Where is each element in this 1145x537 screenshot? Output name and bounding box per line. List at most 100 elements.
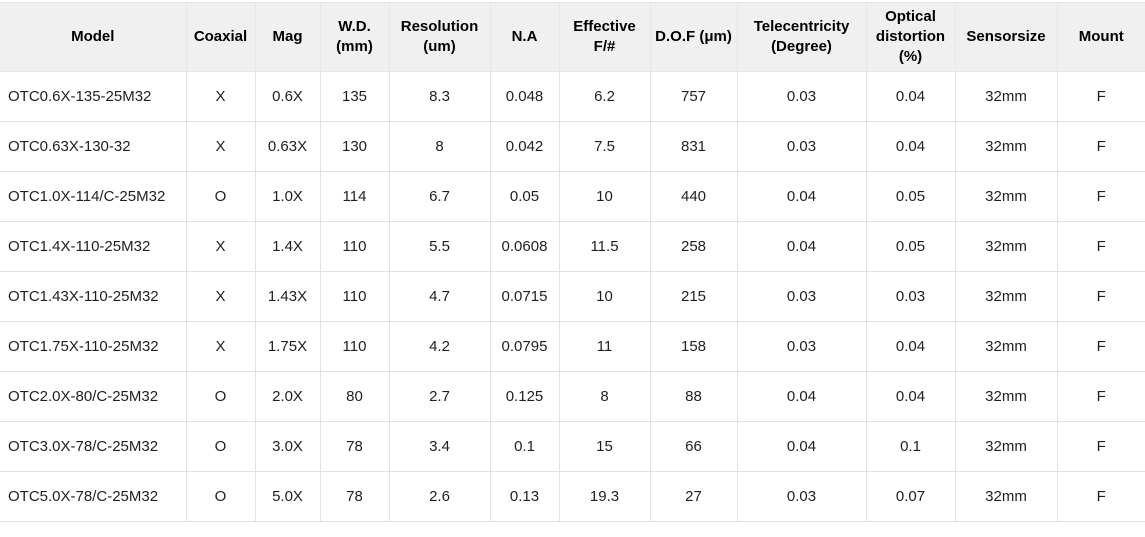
cell-wd: 80 bbox=[319, 371, 390, 422]
cell-effective-f: 11.5 bbox=[558, 221, 651, 272]
cell-optical-distortion: 0.03 bbox=[865, 271, 956, 322]
table-row: OTC0.6X-135-25M32 X 0.6X 135 8.3 0.048 6.2 757 0… bbox=[0, 71, 1145, 122]
cell-optical-distortion: 0.05 bbox=[865, 171, 956, 222]
cell-wd: 130 bbox=[319, 121, 390, 172]
cell-coaxial: O bbox=[185, 421, 256, 472]
cell-mount: F bbox=[1056, 271, 1145, 322]
cell-optical-distortion: 0.07 bbox=[865, 471, 956, 522]
cell-model: OTC1.4X-110-25M32 bbox=[0, 221, 187, 272]
cell-mag: 1.75X bbox=[254, 321, 321, 372]
table-row: OTC1.4X-110-25M32 X 1.4X 110 5.5 0.0608 11.5 25… bbox=[0, 221, 1145, 272]
cell-mag: 1.4X bbox=[254, 221, 321, 272]
cell-mag: 0.63X bbox=[254, 121, 321, 172]
table-row: OTC0.63X-130-32 X 0.63X 130 8 0.042 7.5 831 0.03… bbox=[0, 121, 1145, 172]
cell-mount: F bbox=[1056, 121, 1145, 172]
column-header-mount: Mount bbox=[1056, 2, 1145, 72]
table-header: Model Coaxial Mag W.D. (mm) Resolution (um) N… bbox=[0, 2, 1145, 72]
cell-sensorsize: 32mm bbox=[954, 371, 1058, 422]
cell-dof: 258 bbox=[649, 221, 738, 272]
cell-effective-f: 11 bbox=[558, 321, 651, 372]
cell-telecentricity: 0.04 bbox=[736, 171, 867, 222]
cell-coaxial: O bbox=[185, 371, 256, 422]
cell-sensorsize: 32mm bbox=[954, 71, 1058, 122]
cell-dof: 158 bbox=[649, 321, 738, 372]
table-row: OTC2.0X-80/C-25M32 O 2.0X 80 2.7 0.125 8 88 0.04… bbox=[0, 371, 1145, 422]
cell-resolution: 8 bbox=[388, 121, 491, 172]
cell-dof: 215 bbox=[649, 271, 738, 322]
cell-model: OTC2.0X-80/C-25M32 bbox=[0, 371, 187, 422]
cell-wd: 135 bbox=[319, 71, 390, 122]
cell-resolution: 3.4 bbox=[388, 421, 491, 472]
column-header-dof: D.O.F (μm) bbox=[649, 2, 738, 72]
cell-resolution: 2.7 bbox=[388, 371, 491, 422]
cell-na: 0.1 bbox=[489, 421, 560, 472]
cell-mount: F bbox=[1056, 421, 1145, 472]
cell-telecentricity: 0.04 bbox=[736, 421, 867, 472]
table-row: OTC1.0X-114/C-25M32 O 1.0X 114 6.7 0.05 10 440 0… bbox=[0, 171, 1145, 222]
cell-model: OTC1.43X-110-25M32 bbox=[0, 271, 187, 322]
cell-sensorsize: 32mm bbox=[954, 421, 1058, 472]
cell-mag: 1.0X bbox=[254, 171, 321, 222]
cell-optical-distortion: 0.04 bbox=[865, 121, 956, 172]
cell-resolution: 2.6 bbox=[388, 471, 491, 522]
table-row: OTC5.0X-78/C-25M32 O 5.0X 78 2.6 0.13 19.3 27 0.… bbox=[0, 471, 1145, 522]
cell-dof: 66 bbox=[649, 421, 738, 472]
cell-coaxial: O bbox=[185, 471, 256, 522]
cell-model: OTC1.75X-110-25M32 bbox=[0, 321, 187, 372]
cell-sensorsize: 32mm bbox=[954, 271, 1058, 322]
cell-na: 0.0715 bbox=[489, 271, 560, 322]
cell-wd: 110 bbox=[319, 321, 390, 372]
cell-resolution: 8.3 bbox=[388, 71, 491, 122]
cell-na: 0.0795 bbox=[489, 321, 560, 372]
cell-effective-f: 8 bbox=[558, 371, 651, 422]
cell-dof: 27 bbox=[649, 471, 738, 522]
cell-na: 0.0608 bbox=[489, 221, 560, 272]
cell-mag: 0.6X bbox=[254, 71, 321, 122]
cell-model: OTC0.63X-130-32 bbox=[0, 121, 187, 172]
cell-mount: F bbox=[1056, 321, 1145, 372]
spec-table-container: Model Coaxial Mag W.D. (mm) Resolution (um) N… bbox=[0, 2, 1145, 522]
cell-telecentricity: 0.04 bbox=[736, 371, 867, 422]
column-header-sensorsize: Sensorsize bbox=[954, 2, 1058, 72]
cell-coaxial: X bbox=[185, 71, 256, 122]
cell-na: 0.125 bbox=[489, 371, 560, 422]
cell-telecentricity: 0.03 bbox=[736, 321, 867, 372]
column-header-telecentricity: Telecentricity (Degree) bbox=[736, 2, 867, 72]
column-header-na: N.A bbox=[489, 2, 560, 72]
cell-wd: 78 bbox=[319, 421, 390, 472]
cell-wd: 114 bbox=[319, 171, 390, 222]
table-row: OTC3.0X-78/C-25M32 O 3.0X 78 3.4 0.1 15 66 0.04 0… bbox=[0, 421, 1145, 472]
table-row: OTC1.43X-110-25M32 X 1.43X 110 4.7 0.0715 10 21… bbox=[0, 271, 1145, 322]
cell-telecentricity: 0.03 bbox=[736, 471, 867, 522]
cell-telecentricity: 0.03 bbox=[736, 271, 867, 322]
cell-mount: F bbox=[1056, 471, 1145, 522]
cell-sensorsize: 32mm bbox=[954, 221, 1058, 272]
cell-optical-distortion: 0.1 bbox=[865, 421, 956, 472]
column-header-optical-distortion: Optical distortion (%) bbox=[865, 2, 956, 72]
cell-mount: F bbox=[1056, 221, 1145, 272]
cell-na: 0.05 bbox=[489, 171, 560, 222]
column-header-mag: Mag bbox=[254, 2, 321, 72]
cell-effective-f: 10 bbox=[558, 271, 651, 322]
cell-model: OTC1.0X-114/C-25M32 bbox=[0, 171, 187, 222]
cell-effective-f: 7.5 bbox=[558, 121, 651, 172]
cell-resolution: 4.7 bbox=[388, 271, 491, 322]
cell-na: 0.13 bbox=[489, 471, 560, 522]
cell-dof: 757 bbox=[649, 71, 738, 122]
cell-sensorsize: 32mm bbox=[954, 471, 1058, 522]
column-header-effective-f: Effective F/# bbox=[558, 2, 651, 72]
cell-optical-distortion: 0.05 bbox=[865, 221, 956, 272]
header-row: Model Coaxial Mag W.D. (mm) Resolution (um) N… bbox=[0, 2, 1145, 72]
cell-mag: 1.43X bbox=[254, 271, 321, 322]
cell-optical-distortion: 0.04 bbox=[865, 371, 956, 422]
column-header-model: Model bbox=[0, 2, 187, 72]
cell-model: OTC0.6X-135-25M32 bbox=[0, 71, 187, 122]
cell-coaxial: O bbox=[185, 171, 256, 222]
cell-coaxial: X bbox=[185, 121, 256, 172]
cell-model: OTC5.0X-78/C-25M32 bbox=[0, 471, 187, 522]
column-header-coaxial: Coaxial bbox=[185, 2, 256, 72]
lens-spec-table: Model Coaxial Mag W.D. (mm) Resolution (um) N… bbox=[0, 2, 1145, 522]
cell-wd: 110 bbox=[319, 221, 390, 272]
cell-dof: 831 bbox=[649, 121, 738, 172]
cell-coaxial: X bbox=[185, 321, 256, 372]
